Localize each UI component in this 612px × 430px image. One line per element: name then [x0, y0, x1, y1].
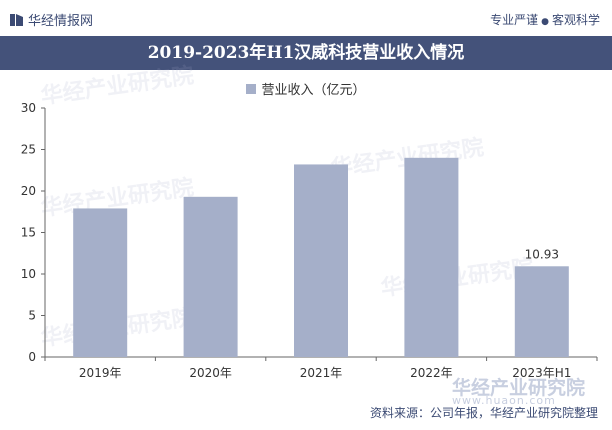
- source-note: 资料来源：公司年报，华经产业研究院整理: [369, 406, 598, 420]
- x-tick-label: 2020年: [189, 366, 232, 380]
- brand-logo[interactable]: 华经情报网: [10, 10, 93, 29]
- bar: [183, 196, 238, 357]
- y-tick-label: 15: [21, 226, 36, 240]
- top-bar: 华经情报网 专业严谨 ● 客观科学: [0, 0, 612, 36]
- slogan-left: 专业严谨: [490, 13, 539, 27]
- chart-title: 2019-2023年H1汉威科技营业收入情况: [0, 36, 612, 70]
- x-tick-label: 2022年: [410, 366, 453, 380]
- bar: [404, 157, 459, 357]
- legend-label: 营业收入（亿元）: [261, 83, 366, 98]
- slogan: 专业严谨 ● 客观科学: [490, 11, 600, 28]
- legend-swatch: [246, 83, 257, 94]
- logo-icon: [10, 13, 23, 26]
- bar: [294, 164, 348, 357]
- y-tick-label: 30: [21, 101, 36, 115]
- y-tick-label: 20: [21, 184, 36, 198]
- y-tick-label: 0: [28, 350, 36, 364]
- x-tick-label: 2021年: [300, 366, 343, 380]
- x-tick-label: 2023年H1: [512, 366, 571, 380]
- x-tick-label: 2019年: [79, 366, 122, 380]
- watermark-url: www.huaon.com: [452, 394, 556, 407]
- bar: [73, 208, 128, 357]
- watermark-logo-text: 华经产业研究院: [452, 377, 586, 399]
- y-tick-label: 25: [21, 143, 36, 157]
- bar: [514, 266, 569, 357]
- y-tick-label: 10: [21, 267, 36, 281]
- bullet-dot-icon: ●: [541, 17, 549, 27]
- chart-legend: 营业收入（亿元）: [0, 79, 612, 98]
- data-label: 10.93: [525, 247, 559, 261]
- slogan-right: 客观科学: [551, 13, 600, 27]
- brand-name: 华经情报网: [28, 14, 94, 29]
- y-tick-label: 5: [28, 309, 36, 323]
